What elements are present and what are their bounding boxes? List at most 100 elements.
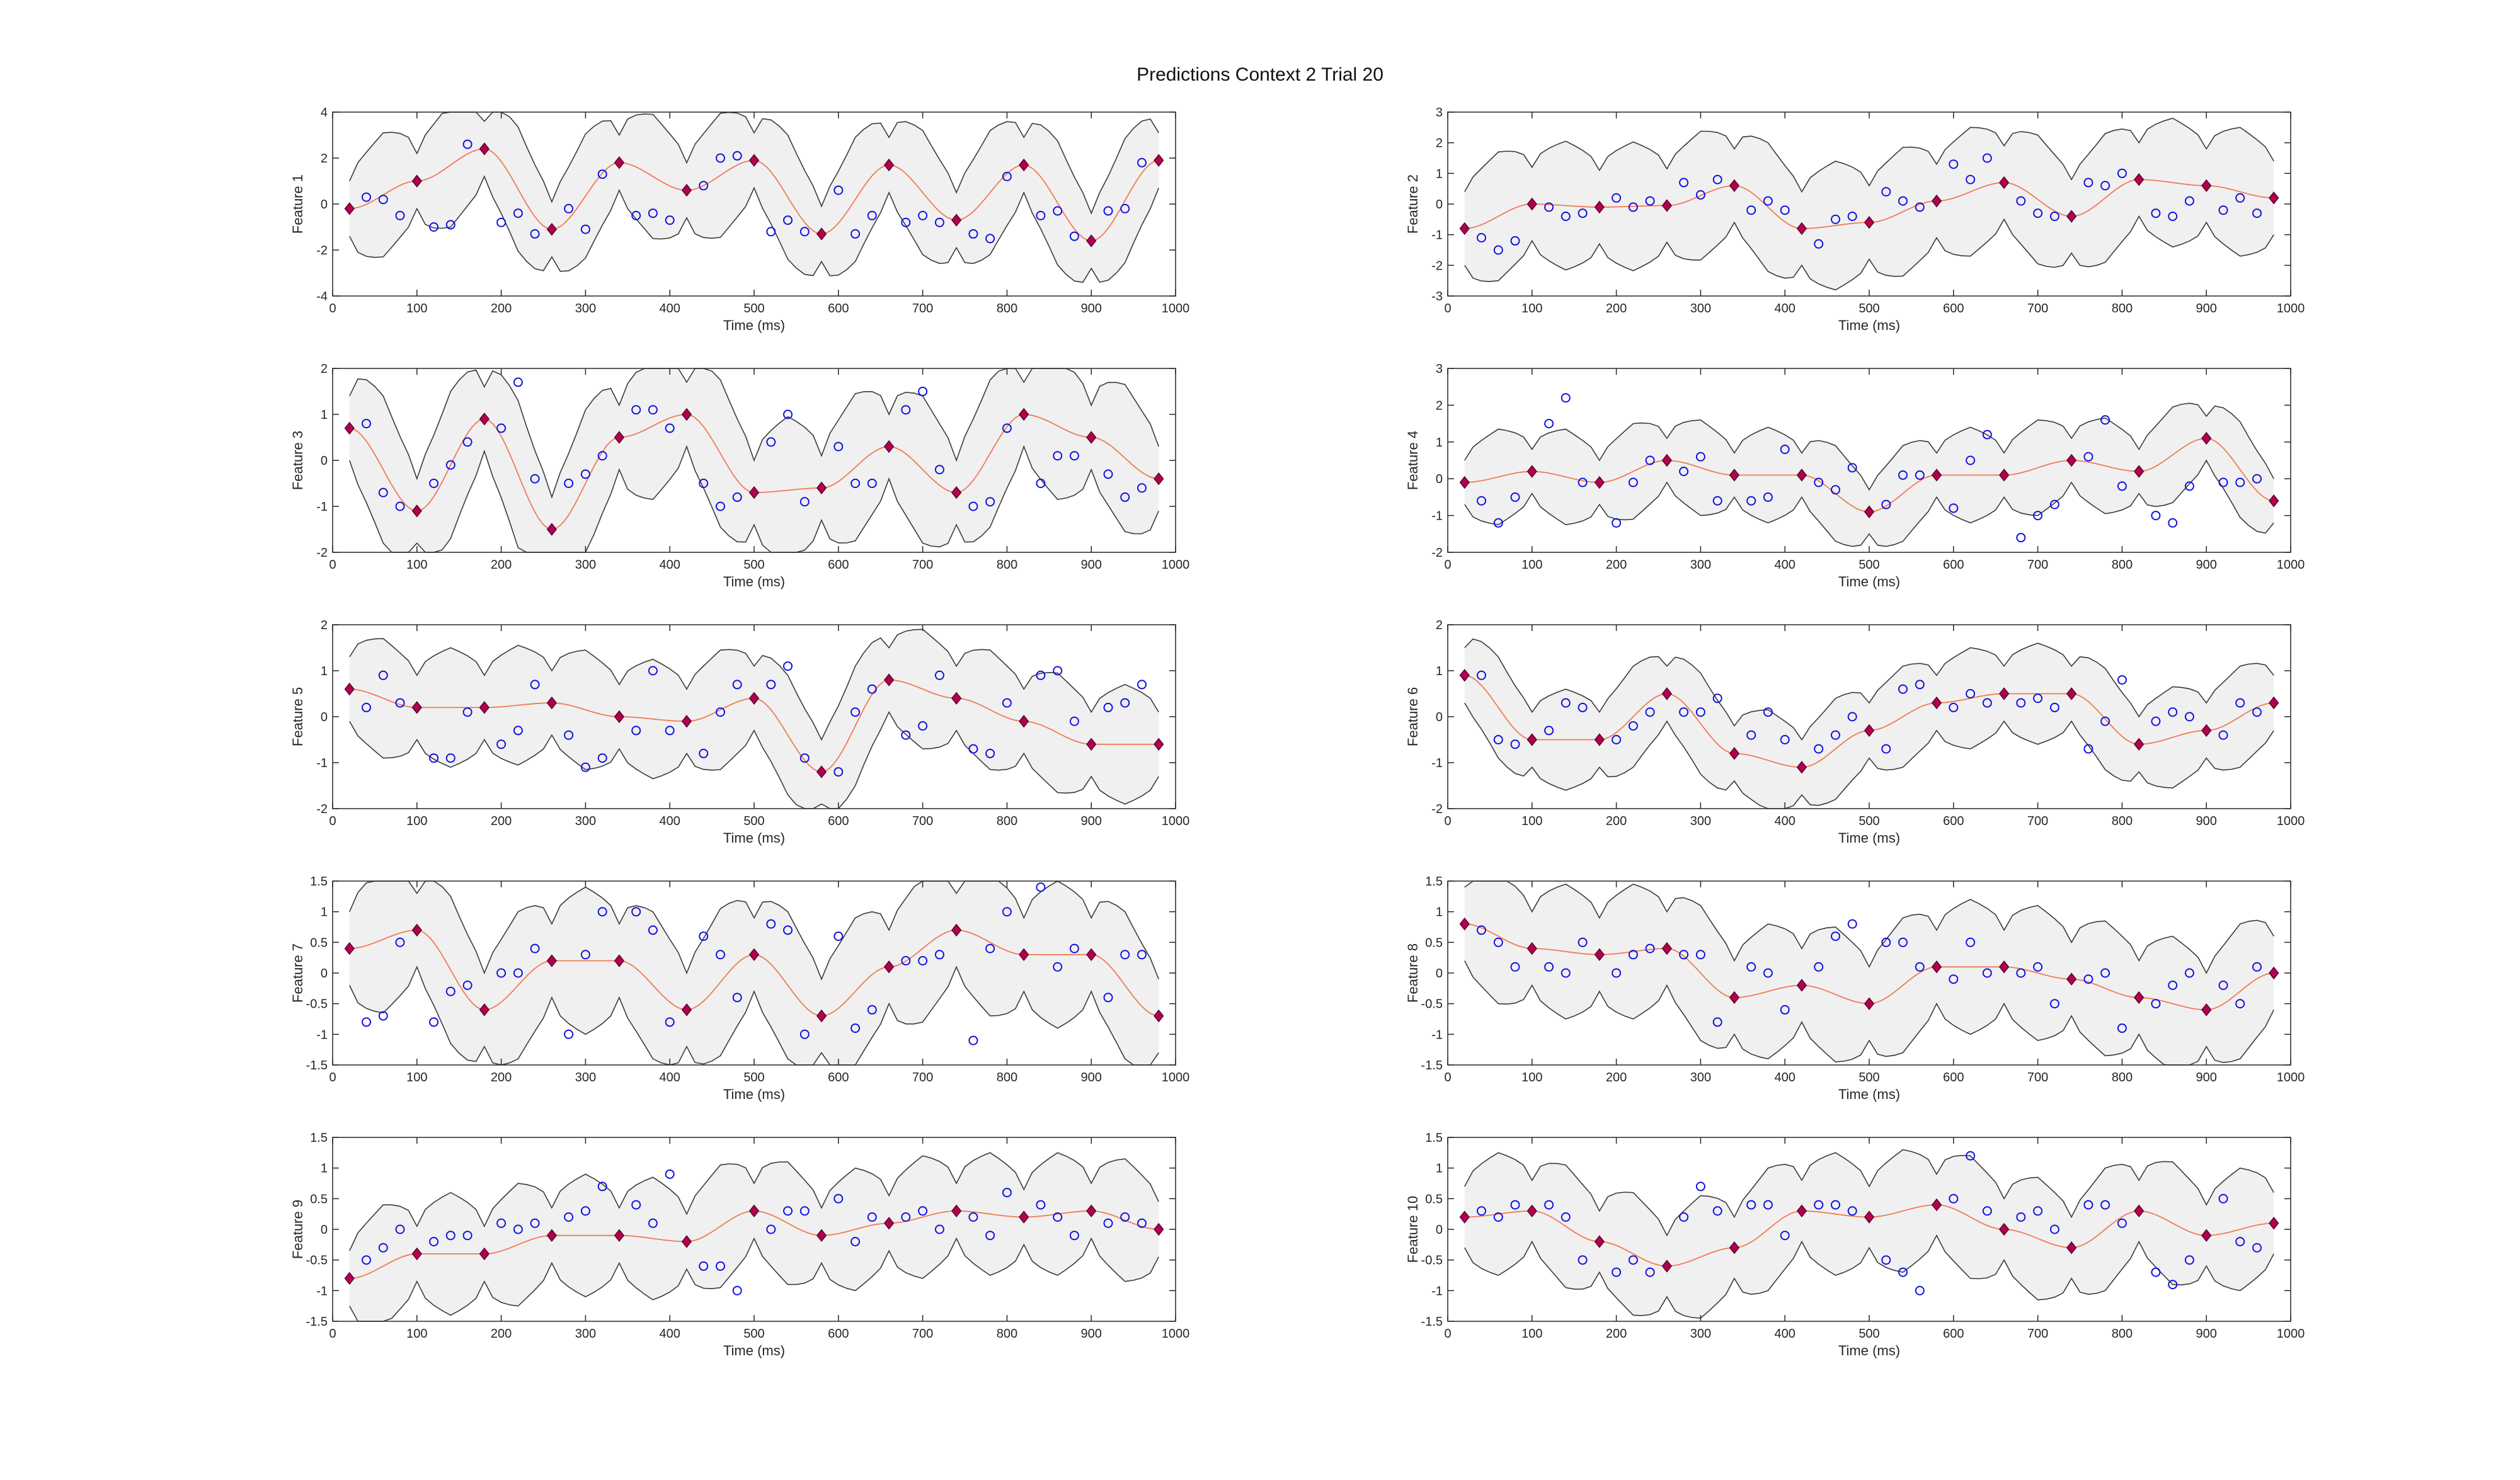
x-tick-label: 200 (491, 558, 512, 572)
observed-point (1477, 233, 1486, 242)
observed-point (1120, 950, 1130, 960)
anchor-marker (1154, 154, 1164, 167)
observed-point (985, 497, 995, 507)
observed-point (1578, 208, 1588, 219)
x-tick-label: 200 (1606, 558, 1627, 572)
observed-point (2117, 168, 2127, 178)
anchor-marker (546, 1229, 558, 1242)
band-lower-edge (349, 1237, 1159, 1322)
observed-point (867, 684, 877, 694)
observed-point (1493, 735, 1503, 744)
anchor-marker (1526, 1204, 1537, 1218)
observed-point (867, 210, 877, 220)
y-tick-label: 0 (321, 198, 328, 212)
observed-point (1679, 467, 1689, 476)
y-tick-label: -1 (1431, 1284, 1443, 1298)
y-axis-label: Feature 4 (1405, 431, 1421, 490)
observed-point (1645, 943, 1655, 953)
x-tick-label: 600 (828, 558, 849, 572)
x-tick-label: 600 (1943, 1071, 1964, 1084)
confidence-band (349, 1153, 1159, 1321)
x-tick-label: 400 (1775, 1071, 1796, 1084)
y-tick-label: -1.5 (1421, 1315, 1443, 1329)
x-tick-label: 800 (997, 1327, 1017, 1341)
observed-point (1780, 445, 1790, 454)
observed-point (766, 680, 776, 690)
observed-point (1477, 1206, 1486, 1216)
x-tick-label: 700 (912, 1327, 933, 1341)
observed-point (783, 1206, 793, 1216)
observed-point (799, 227, 810, 237)
anchor-marker (344, 202, 355, 215)
observed-point (1982, 1206, 1992, 1216)
observed-point (462, 437, 472, 447)
observed-point (1510, 962, 1520, 972)
observed-point (631, 907, 641, 917)
observed-point (665, 726, 675, 736)
observed-point (1982, 968, 1992, 978)
observed-point (1982, 153, 1992, 163)
observed-point (1561, 1212, 1571, 1222)
observed-point (1002, 907, 1012, 917)
observed-point (445, 1231, 455, 1241)
observed-point (2168, 981, 2178, 990)
y-tick-label: 1 (1436, 167, 1443, 181)
y-tick-label: 1 (321, 1162, 328, 1176)
observed-point (1679, 178, 1689, 188)
observed-point (850, 1023, 861, 1033)
observed-point (1137, 483, 1147, 493)
anchor-marker (1018, 158, 1029, 172)
anchor-marker (411, 701, 422, 714)
x-tick-label: 700 (2027, 558, 2048, 572)
x-tick-label: 1000 (1162, 1327, 1190, 1341)
y-tick-label: -1 (316, 1284, 328, 1298)
observed-point (1036, 479, 1046, 488)
x-tick-label: 600 (828, 814, 849, 828)
x-axis-label: Time (ms) (723, 574, 785, 589)
observed-point (1966, 937, 1976, 947)
observed-point (901, 730, 911, 740)
observed-point (1053, 1212, 1063, 1222)
x-tick-label: 800 (997, 814, 1017, 828)
observed-point (496, 1218, 507, 1228)
observed-point (1137, 157, 1147, 168)
observed-point (1915, 680, 1925, 690)
x-tick-label: 300 (575, 1071, 596, 1084)
observed-point (850, 229, 861, 239)
x-tick-label: 600 (828, 302, 849, 316)
observed-point (1847, 919, 1857, 929)
observed-point (631, 1200, 641, 1210)
x-tick-label: 0 (329, 302, 336, 316)
observed-point (1763, 492, 1773, 502)
observed-point (462, 707, 472, 717)
observed-point (513, 726, 523, 736)
x-tick-label: 1000 (1162, 814, 1190, 828)
y-tick-label: 3 (1436, 362, 1443, 376)
anchor-marker (2269, 1217, 2279, 1230)
x-tick-label: 300 (1690, 1071, 1711, 1084)
observed-point (1544, 726, 1554, 736)
anchor-marker (1931, 1198, 1942, 1212)
observed-point (1780, 1231, 1790, 1241)
y-tick-label: 1.5 (1425, 1131, 1443, 1145)
observed-point (2033, 511, 2043, 521)
y-tick-label: 1 (321, 906, 328, 919)
x-tick-label: 200 (1606, 302, 1627, 316)
x-tick-label: 300 (1690, 558, 1711, 572)
observed-point (1578, 1255, 1588, 1265)
observed-point (918, 210, 928, 220)
observed-point (1036, 1200, 1046, 1210)
observed-point (580, 224, 590, 234)
x-tick-label: 700 (2027, 302, 2048, 316)
observed-point (395, 501, 405, 511)
anchor-marker (2133, 465, 2145, 478)
observed-point (1763, 968, 1773, 978)
anchor-marker (816, 227, 827, 241)
x-tick-label: 100 (406, 1071, 427, 1084)
anchor-marker (1729, 1241, 1740, 1255)
anchor-marker (883, 960, 895, 974)
x-tick-label: 900 (2196, 1071, 2217, 1084)
observed-point (1780, 735, 1790, 744)
x-tick-label: 1000 (2277, 302, 2305, 316)
observed-point (1544, 202, 1554, 212)
